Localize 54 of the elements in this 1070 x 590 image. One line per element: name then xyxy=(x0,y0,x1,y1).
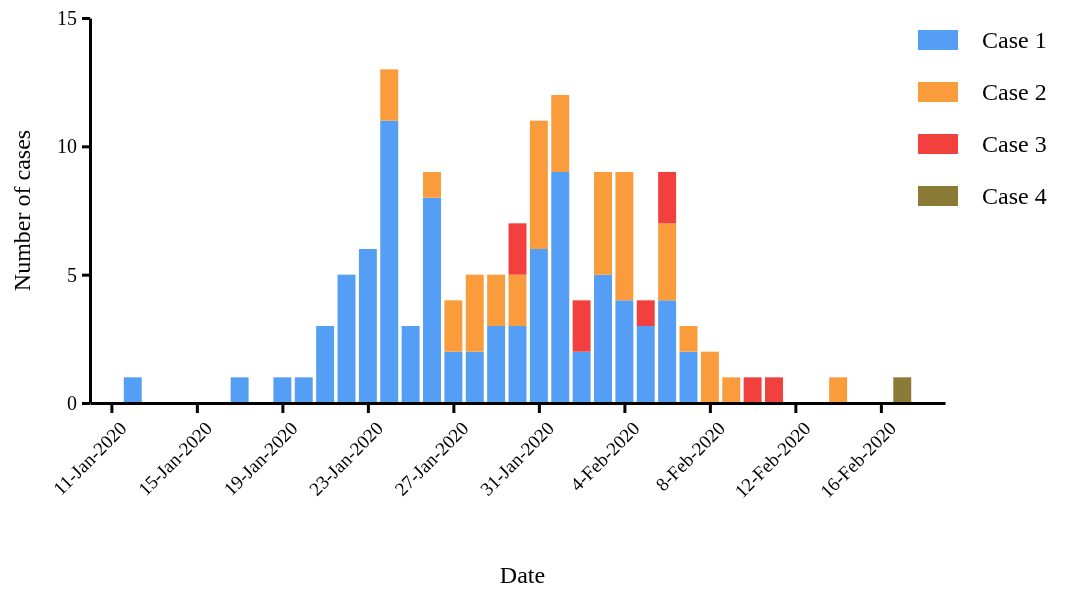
bar xyxy=(551,172,570,403)
bar xyxy=(423,197,441,403)
bar xyxy=(316,326,335,403)
bar xyxy=(230,377,249,403)
bar xyxy=(615,172,634,301)
bar xyxy=(358,249,377,403)
bar xyxy=(273,377,292,403)
y-tick-label: 0 xyxy=(67,391,77,414)
bar xyxy=(487,274,506,326)
bar xyxy=(380,120,399,403)
legend-label: Case 3 xyxy=(982,131,1047,157)
bar xyxy=(508,274,527,326)
bar xyxy=(594,172,612,275)
bar xyxy=(636,326,655,403)
bar xyxy=(658,300,677,403)
bar xyxy=(722,377,741,403)
bar xyxy=(658,223,677,301)
bar xyxy=(829,377,848,403)
y-tick-label: 15 xyxy=(57,6,77,29)
bar xyxy=(444,351,463,403)
bar xyxy=(743,377,762,403)
y-tick-label: 5 xyxy=(67,263,77,286)
bar xyxy=(636,300,655,326)
bar xyxy=(529,120,548,249)
bar xyxy=(337,274,356,403)
bar xyxy=(572,351,591,403)
bar xyxy=(401,326,420,403)
bar xyxy=(465,274,484,352)
legend-label: Case 1 xyxy=(982,27,1047,53)
bar xyxy=(615,300,634,403)
bar xyxy=(487,326,506,403)
bar xyxy=(294,377,313,403)
bar xyxy=(423,172,441,198)
x-axis-title: Date xyxy=(499,562,546,588)
legend-label: Case 4 xyxy=(982,183,1047,209)
bar xyxy=(123,377,142,403)
bar xyxy=(658,172,677,224)
bar xyxy=(700,351,719,403)
bar xyxy=(380,69,399,121)
bar xyxy=(465,351,484,403)
bar xyxy=(551,95,570,172)
bar xyxy=(444,300,463,352)
bar xyxy=(572,300,591,352)
y-axis-title: Number of cases xyxy=(9,129,35,292)
bar xyxy=(508,223,527,275)
bar xyxy=(893,377,912,403)
bar xyxy=(765,377,783,403)
bar xyxy=(679,351,698,403)
bar xyxy=(594,274,612,403)
bar xyxy=(529,249,548,403)
bar xyxy=(679,326,698,352)
y-tick-label: 10 xyxy=(57,135,77,158)
legend-label: Case 2 xyxy=(982,79,1047,105)
bar xyxy=(508,326,527,403)
